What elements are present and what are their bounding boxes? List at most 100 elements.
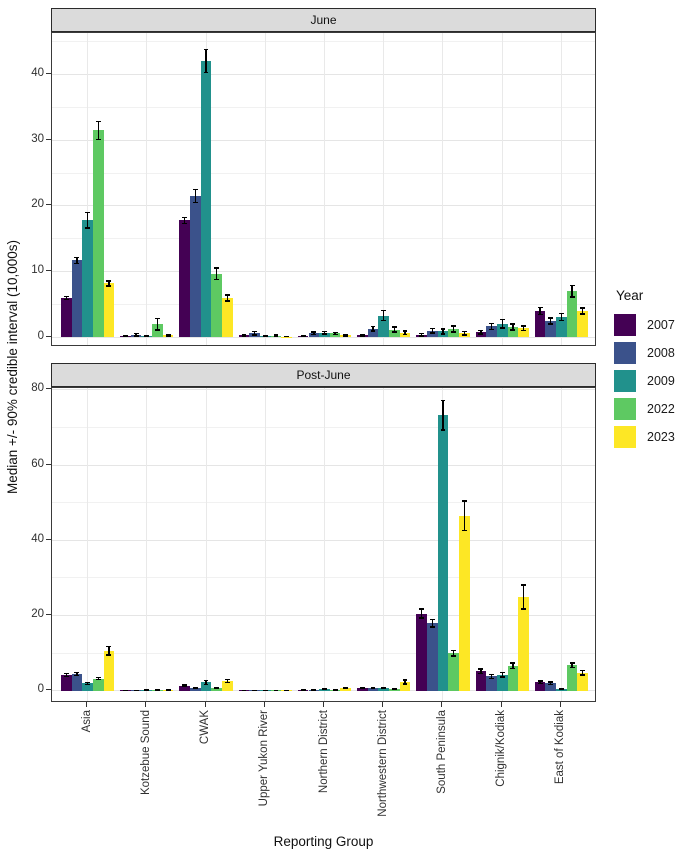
error-bar-cap [165, 334, 171, 336]
y-tick-label: 80 [31, 382, 44, 395]
legend-swatch [614, 398, 636, 420]
bar-2023 [577, 311, 589, 338]
legend: Year 2007 2008 2009 2022 2023 [614, 288, 700, 451]
error-bar-cap [322, 333, 327, 335]
error-bar-cap [165, 689, 171, 691]
error-bar-line [490, 674, 493, 679]
error-bar-cap [510, 329, 516, 331]
error-bar-line [215, 267, 218, 280]
x-tick-label: Chignik/Kodiak [495, 710, 508, 787]
error-bar-line [65, 673, 67, 678]
error-bar-cap [123, 335, 128, 337]
error-bar-line [108, 646, 110, 656]
bar-2022 [92, 130, 104, 338]
vertical-gridline [324, 33, 325, 345]
error-bar-cap [461, 500, 467, 502]
error-bar-line [522, 584, 525, 610]
error-bar-line [156, 318, 159, 331]
vertical-gridline [383, 33, 385, 345]
error-bar-line [205, 49, 207, 74]
major-gridline [52, 336, 595, 338]
error-bar-cap [63, 295, 69, 297]
vertical-gridline [442, 33, 444, 345]
error-bar-cap [203, 49, 209, 51]
error-bar-cap [521, 325, 526, 327]
error-bar-cap [537, 306, 543, 309]
error-bar-cap [332, 333, 338, 336]
error-bar-cap [262, 336, 268, 338]
error-bar-cap [300, 335, 306, 337]
bar-2009 [496, 674, 508, 691]
minor-gridline [52, 238, 595, 240]
vertical-gridline [501, 33, 503, 345]
error-bar-cap [569, 667, 575, 669]
bar-2007 [534, 682, 546, 691]
error-bar-cap [273, 334, 279, 336]
bar-2022 [152, 324, 163, 338]
bar-2009 [378, 315, 390, 338]
x-tick-label: Kotzebue Sound [139, 710, 152, 796]
error-bar-cap [510, 667, 516, 670]
bar-2007 [60, 675, 72, 691]
error-bar-cap [392, 688, 397, 691]
legend-label: 2009 [647, 374, 675, 388]
error-bar-cap [478, 329, 484, 332]
error-bar-cap [311, 331, 317, 333]
legend-label: 2023 [647, 430, 675, 444]
error-bar-cap [273, 689, 279, 691]
error-bar-cap [252, 334, 257, 336]
error-bar-cap [402, 333, 408, 336]
error-bar-cap [451, 649, 457, 652]
error-bar-cap [85, 683, 90, 685]
error-bar-line [571, 285, 573, 298]
bar-2009 [200, 682, 212, 691]
error-bar-line [194, 189, 197, 203]
bar-2008 [367, 328, 379, 338]
error-bar-cap [440, 333, 446, 335]
error-bar-cap [182, 685, 188, 688]
error-bar-cap [548, 317, 554, 319]
error-bar-cap [548, 323, 554, 325]
error-bar-cap [559, 688, 564, 690]
error-bar-cap [123, 689, 128, 691]
error-bar-cap [63, 672, 69, 675]
x-tick-mark [500, 702, 502, 707]
bar-2009 [496, 323, 508, 338]
error-bar-line [463, 500, 465, 531]
error-bar-line [97, 121, 99, 140]
error-bar-line [372, 326, 374, 332]
error-bar-line [183, 684, 186, 687]
error-bar-line [383, 310, 385, 321]
panel-post-june [51, 387, 596, 702]
y-tick-label: 40 [31, 532, 44, 545]
error-bar-cap [521, 608, 526, 610]
error-bar-cap [440, 400, 446, 402]
bar-2007 [416, 613, 427, 691]
error-bar-cap [343, 688, 349, 690]
error-bar-cap [559, 319, 564, 322]
y-tick-mark [46, 388, 51, 390]
vertical-gridline [205, 388, 207, 701]
error-bar-cap [284, 689, 289, 691]
legend-title: Year [616, 288, 644, 303]
error-bar-line [97, 677, 99, 681]
legend-item: 2009 [614, 367, 700, 395]
legend-label: 2007 [647, 318, 675, 332]
bar-2009 [82, 683, 93, 691]
error-bar-cap [429, 332, 435, 334]
error-bar-cap [580, 313, 586, 315]
x-tick-mark [382, 702, 384, 707]
bar-2023 [222, 681, 233, 691]
error-bar-cap [537, 314, 543, 316]
vertical-gridline [264, 388, 266, 701]
error-bar-cap [429, 327, 435, 330]
error-bar-cap [144, 689, 150, 691]
legend-item: 2023 [614, 423, 700, 451]
error-bar-cap [489, 328, 494, 330]
major-gridline [52, 539, 595, 541]
bar-2023 [222, 297, 233, 338]
error-bar-line [512, 323, 514, 331]
error-bar-line [550, 681, 552, 685]
major-gridline [52, 271, 595, 273]
bar-2009 [437, 415, 449, 691]
